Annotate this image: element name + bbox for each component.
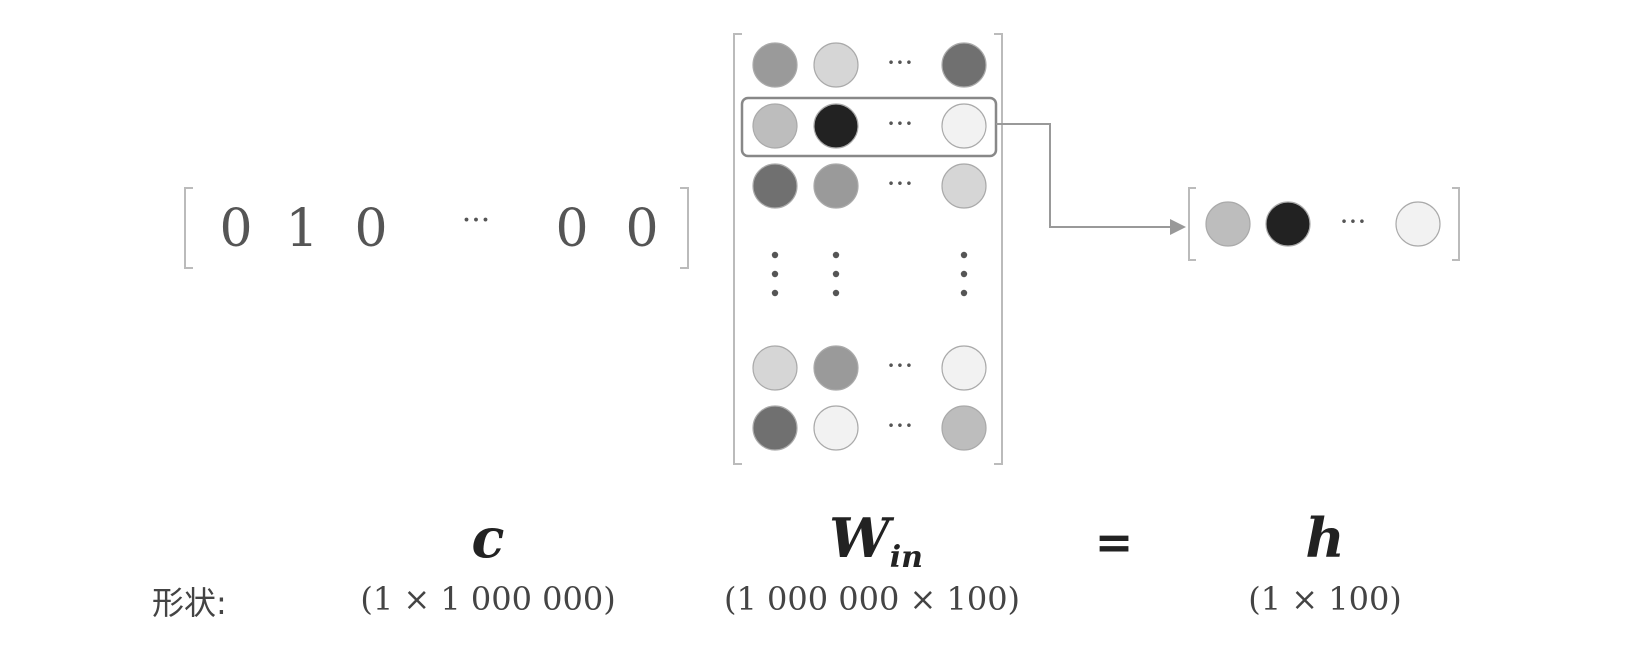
matrix-cell: [813, 103, 859, 149]
matrix-cell: [752, 163, 798, 209]
result-cell: [1265, 201, 1311, 247]
symbol-h: h: [1305, 506, 1344, 570]
matrix-row-ellipsis: ···: [887, 167, 914, 200]
matrix-cell: [752, 103, 798, 149]
one-hot-entry: 0: [555, 199, 588, 259]
row-selection-arrow: [996, 123, 1186, 235]
matrix-cell: [752, 345, 798, 391]
matrix-cell: [813, 405, 859, 451]
one-hot-entry: 0: [354, 199, 387, 259]
matrix-row-ellipsis: ···: [887, 46, 914, 79]
matrix-cell: [941, 345, 987, 391]
matrix-row-ellipsis: ···: [887, 349, 914, 382]
matrix-cell: [752, 42, 798, 88]
result-ellipsis: ···: [1340, 205, 1367, 238]
matrix-cell: [813, 163, 859, 209]
equals-sign: =: [1095, 515, 1134, 569]
one-hot-right-bracket: [680, 187, 689, 269]
shape-labels: 形状: (1 × 1 000 000) (1 000 000 × 100) (1…: [152, 580, 1402, 622]
symbol-c: c: [472, 506, 505, 570]
equation: c Win = h: [472, 506, 1345, 575]
one-hot-ellipsis: ···: [462, 203, 491, 238]
result-left-bracket: [1188, 187, 1196, 261]
matrix-cell: [941, 42, 987, 88]
matrix-cells: ··· ··· ··· ··· ···: [752, 42, 987, 451]
highlighted-row-box: [740, 96, 998, 158]
shape-label-heading: 形状:: [152, 584, 227, 622]
matrix-cell: [813, 345, 859, 391]
result-cell: [1205, 201, 1251, 247]
matrix-right-bracket: [994, 33, 1003, 465]
symbol-w-in: Win: [829, 506, 923, 575]
result-right-bracket: [1452, 187, 1460, 261]
one-hot-left-bracket: [184, 187, 193, 269]
weight-matrix: ··· ··· ··· ··· ···: [733, 33, 1003, 465]
shape-h: (1 × 100): [1248, 580, 1402, 618]
symbol-w-subscript: in: [890, 540, 923, 575]
result-cells: ···: [1205, 201, 1441, 247]
one-hot-vector: 0 1 0 ··· 0 0: [184, 187, 689, 269]
matrix-cell: [813, 42, 859, 88]
shape-w: (1 000 000 × 100): [724, 580, 1020, 618]
matrix-left-bracket: [733, 33, 742, 465]
one-hot-entry: 1: [285, 199, 318, 259]
matrix-row-ellipsis: ···: [887, 409, 914, 442]
one-hot-entry: 0: [219, 199, 252, 259]
matrix-cell: [941, 103, 987, 149]
matrix-cell: [941, 163, 987, 209]
symbol-w: W: [829, 506, 895, 570]
matrix-cell: [941, 405, 987, 451]
shape-c: (1 × 1 000 000): [360, 580, 615, 618]
matrix-row-ellipsis: ···: [887, 107, 914, 140]
result-cell: [1395, 201, 1441, 247]
result-vector: ···: [1188, 187, 1460, 261]
matrix-cell: [752, 405, 798, 451]
matrix-vertical-ellipsis: [771, 251, 968, 297]
one-hot-entry: 0: [625, 199, 658, 259]
arrow-head-icon: [1170, 219, 1186, 235]
